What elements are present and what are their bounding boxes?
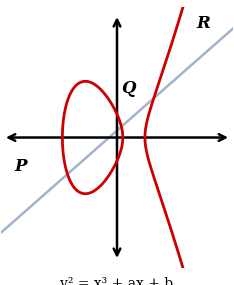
Text: P: P	[15, 158, 27, 175]
Text: y² = x³ + ax + b: y² = x³ + ax + b	[60, 277, 174, 285]
Text: R: R	[196, 15, 210, 32]
Text: Q: Q	[121, 80, 135, 97]
